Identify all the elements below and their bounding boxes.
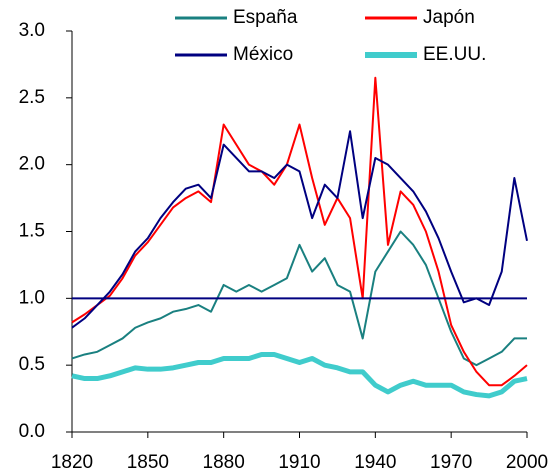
series-line (71, 351, 528, 399)
x-tick-label: 1820 (51, 452, 93, 473)
series-line (71, 230, 527, 367)
y-tick-label: 3.0 (19, 20, 45, 41)
y-tick-label: 2.0 (19, 154, 45, 175)
y-tick-label: 1.0 (19, 287, 45, 308)
y-tick-label: 1.5 (19, 221, 45, 242)
y-tick-label: 2.5 (19, 87, 45, 108)
legend-label: Japón (423, 7, 475, 28)
series-line (71, 76, 528, 387)
series-line (71, 130, 528, 329)
x-tick-label: 1970 (430, 452, 472, 473)
x-tick-label: 2000 (506, 452, 548, 473)
legend-label: México (233, 44, 293, 65)
x-tick-label: 1850 (127, 452, 169, 473)
y-tick-label: 0.5 (19, 354, 45, 375)
x-tick-label: 1910 (278, 452, 320, 473)
y-tick-label: 0.0 (19, 421, 45, 442)
legend-label: EE.UU. (423, 44, 486, 65)
x-tick-label: 1940 (354, 452, 396, 473)
x-tick-label: 1880 (203, 452, 245, 473)
legend-label: España (233, 7, 298, 28)
